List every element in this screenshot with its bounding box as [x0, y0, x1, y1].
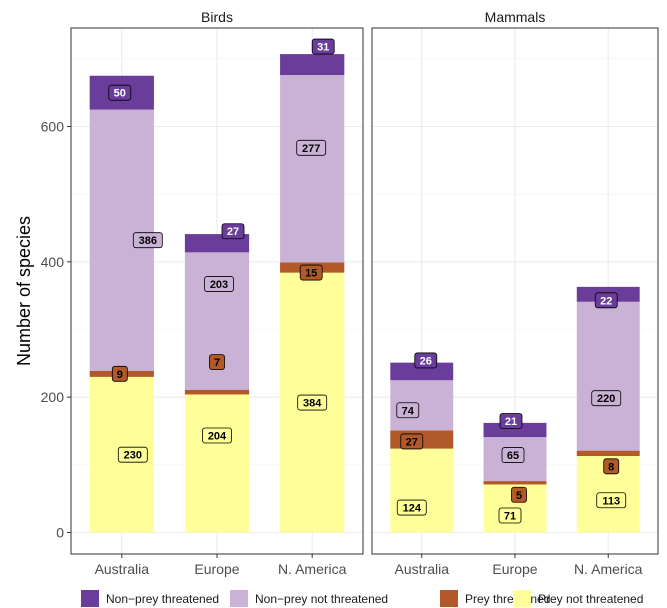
legend-label: Prey not threatened: [538, 592, 643, 606]
facet-strip: [71, 4, 363, 28]
value-label-box: [204, 276, 234, 292]
value-label-box: [221, 223, 245, 240]
value-label: 50: [114, 88, 126, 100]
legend-key: [513, 590, 531, 607]
value-label-box: [202, 427, 232, 444]
bar-segment: [280, 75, 345, 263]
legend-label: Non−prey not threatened: [255, 592, 388, 606]
bar-segment: [184, 394, 250, 533]
bar-segment: [184, 389, 250, 395]
x-tick-label: Australia: [395, 561, 450, 577]
x-tick-label: Europe: [194, 561, 239, 577]
value-label: 74: [402, 405, 415, 417]
value-label-box: [499, 413, 523, 429]
legend-label: Non−prey threatened: [106, 592, 219, 606]
value-label-box: [296, 139, 327, 156]
bar-segment: [483, 422, 547, 438]
facet-label-birds: Birds: [201, 9, 233, 25]
x-tick-label: N. America: [278, 561, 347, 577]
value-label: 15: [305, 268, 317, 280]
value-label-box: [209, 354, 225, 370]
value-label: 277: [302, 143, 320, 155]
value-label: 8: [608, 461, 614, 473]
value-label: 31: [317, 42, 329, 54]
bar-segment: [483, 481, 547, 485]
legend-key: [440, 590, 458, 607]
value-label: 384: [303, 398, 322, 410]
y-tick-label: 400: [41, 254, 65, 270]
value-label: 204: [208, 430, 227, 442]
value-label: 386: [139, 235, 157, 247]
bar-segment: [390, 448, 454, 533]
value-label: 21: [505, 416, 517, 428]
value-label-box: [414, 352, 438, 369]
value-label-box: [117, 446, 148, 463]
value-label-box: [299, 264, 323, 281]
y-tick-label: 0: [56, 525, 64, 541]
value-label: 71: [504, 510, 516, 522]
value-label-box: [596, 492, 627, 509]
value-label: 26: [420, 355, 432, 367]
x-tick-label: N. America: [574, 561, 643, 577]
value-label: 65: [507, 450, 519, 462]
value-label: 203: [210, 279, 228, 291]
bar-segment: [280, 54, 345, 76]
y-tick-label: 600: [41, 119, 65, 135]
bar-segment: [576, 450, 640, 457]
value-label-box: [108, 84, 132, 101]
legend-key: [230, 590, 248, 607]
value-label-box: [511, 486, 527, 503]
facet-label-mammals: Mammals: [485, 9, 546, 25]
value-label-box: [297, 394, 328, 411]
value-label-box: [498, 507, 522, 524]
value-label-box: [396, 499, 427, 516]
facet-strip: [372, 4, 658, 28]
x-tick-label: Europe: [492, 561, 537, 577]
value-label: 7: [214, 357, 220, 369]
value-label-box: [311, 38, 335, 55]
x-tick-label: Australia: [95, 561, 150, 577]
value-label: 220: [597, 393, 615, 405]
value-label: 9: [117, 369, 123, 381]
value-label: 27: [227, 226, 239, 238]
value-label: 27: [406, 436, 418, 448]
bar-segment: [576, 301, 640, 451]
value-label-box: [400, 433, 424, 450]
value-label-box: [501, 447, 525, 463]
value-label-box: [396, 402, 420, 419]
value-label: 113: [602, 495, 620, 507]
value-label-box: [591, 390, 622, 407]
value-label-box: [132, 232, 163, 249]
y-tick-label: 200: [41, 389, 65, 405]
value-label: 5: [516, 490, 522, 502]
value-label: 124: [403, 503, 422, 515]
value-label-box: [111, 365, 128, 382]
bar-segment: [390, 362, 454, 381]
value-label: 230: [124, 450, 142, 462]
value-label: 22: [600, 295, 612, 307]
value-label-box: [603, 458, 620, 475]
y-axis-title: Number of species: [14, 216, 34, 366]
value-label-box: [594, 292, 618, 309]
legend-key: [81, 590, 99, 607]
